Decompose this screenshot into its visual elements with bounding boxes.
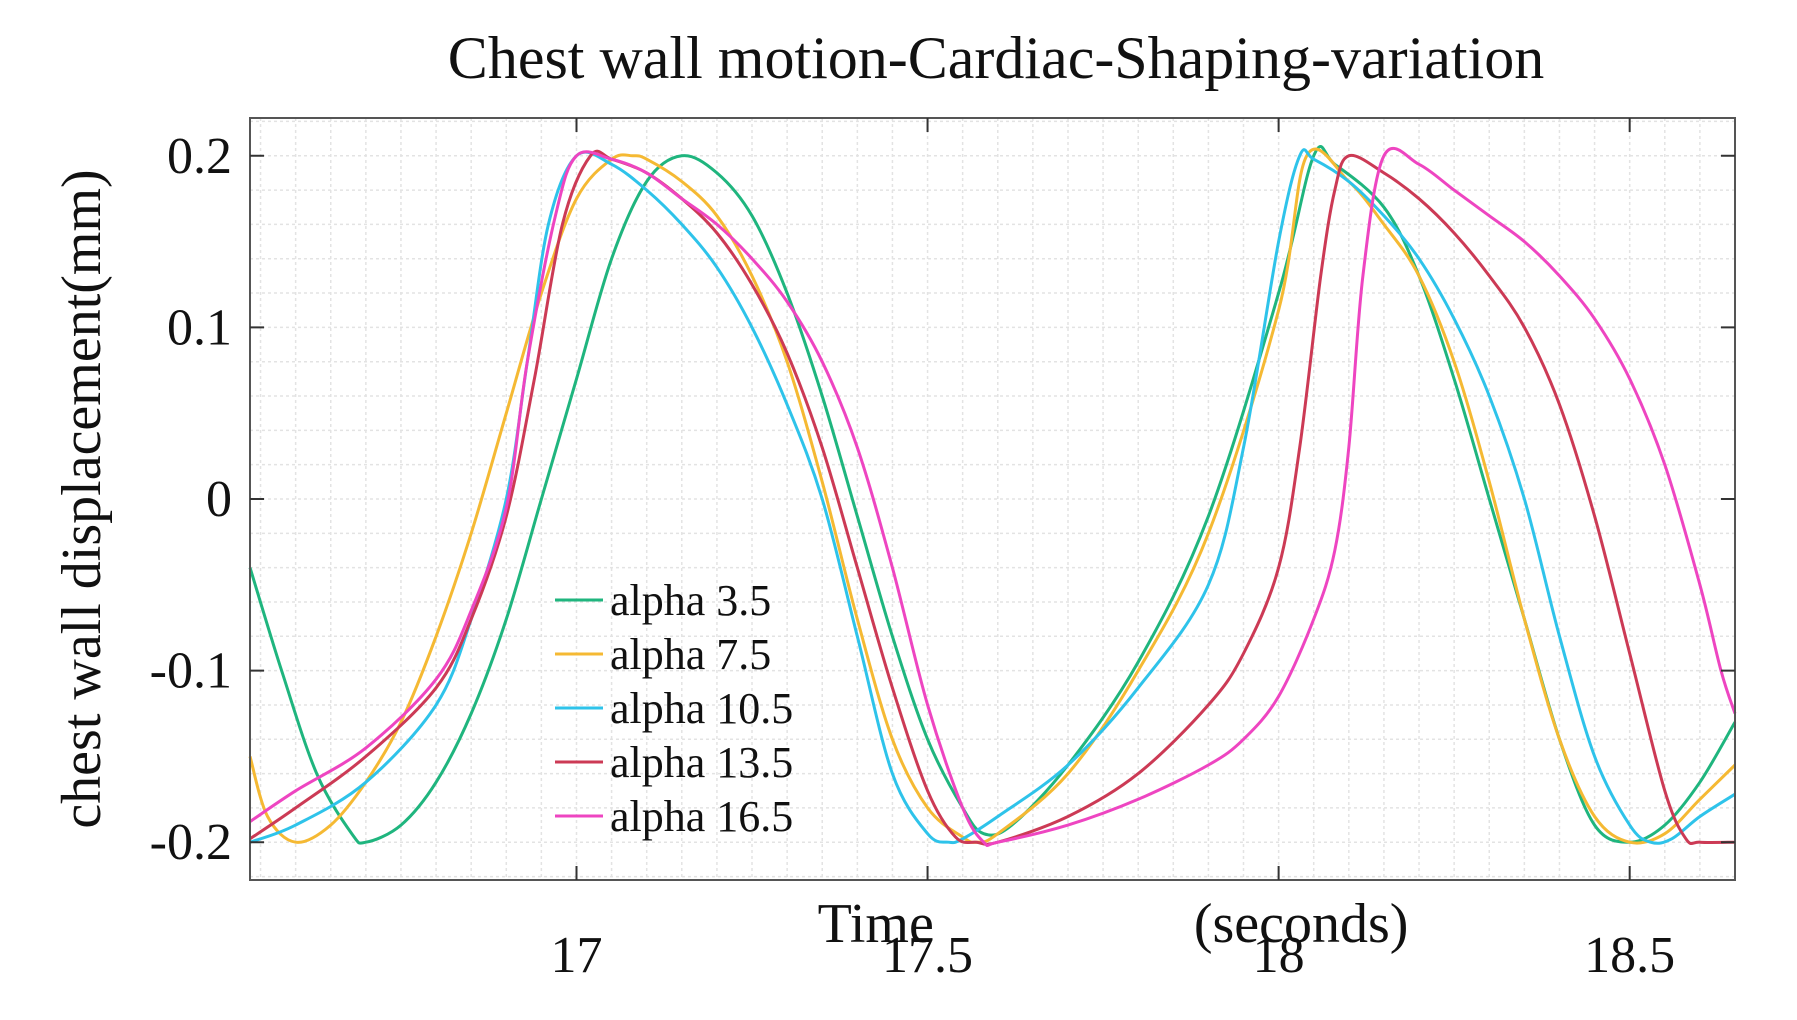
legend-label-4: alpha 13.5 bbox=[610, 738, 793, 787]
legend-label-2: alpha 7.5 bbox=[610, 630, 771, 679]
x-axis-label: Time (seconds) bbox=[818, 893, 1409, 955]
legend-label-1: alpha 3.5 bbox=[610, 576, 771, 625]
y-tick-label: -0.2 bbox=[150, 814, 232, 871]
axis-ticks: 17 17.5 18 18.5 0.2 0.1 0 -0.1 -0.2 bbox=[150, 118, 1735, 984]
series-line-2 bbox=[248, 147, 1737, 845]
x-tick-label: 18 bbox=[1253, 927, 1305, 984]
y-axis-label: chest wall displacement(mm) bbox=[51, 169, 113, 828]
x-axis-label-main: Time bbox=[818, 893, 934, 955]
y-tick-label: 0 bbox=[206, 471, 232, 528]
x-axis-label-unit: (seconds) bbox=[1194, 893, 1409, 955]
legend-label-3: alpha 10.5 bbox=[610, 684, 793, 733]
plot-series bbox=[248, 145, 1737, 848]
y-tick-label: 0.2 bbox=[167, 128, 232, 185]
chart-title: Chest wall motion-Cardiac-Shaping-variat… bbox=[448, 25, 1544, 91]
x-tick-label: 17.5 bbox=[882, 927, 973, 984]
legend: alpha 3.5 alpha 7.5 alpha 10.5 alpha 13.5 al… bbox=[555, 576, 793, 841]
y-tick-label: -0.1 bbox=[150, 643, 232, 700]
y-tick-label: 0.1 bbox=[167, 299, 232, 356]
x-tick-label: 18.5 bbox=[1584, 927, 1675, 984]
grid bbox=[250, 118, 1736, 880]
series-line-1 bbox=[248, 145, 1737, 845]
series-line-3 bbox=[249, 148, 1736, 845]
legend-label-5: alpha 16.5 bbox=[610, 792, 793, 841]
x-tick-label: 17 bbox=[550, 927, 602, 984]
series-line-5 bbox=[249, 146, 1737, 848]
